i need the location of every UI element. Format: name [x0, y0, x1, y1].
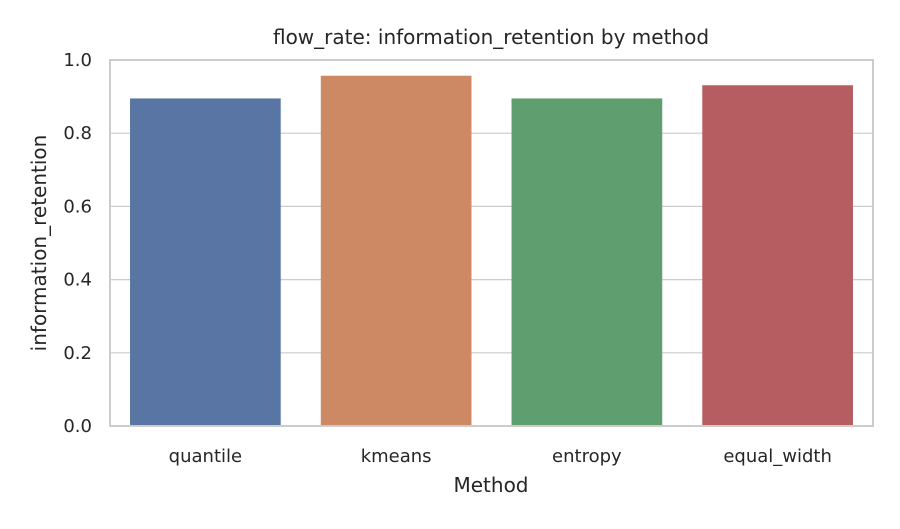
y-tick-label: 0.4 [63, 270, 92, 291]
y-tick-label: 0.2 [63, 343, 92, 364]
x-tick-label: equal_width [723, 446, 832, 467]
bar-equal-width [702, 85, 853, 426]
bar-entropy [511, 98, 663, 427]
y-tick-label: 0.0 [63, 416, 92, 437]
bar-quantile [130, 98, 281, 427]
y-tick-labels: 0.0 0.2 0.4 0.6 0.8 1.0 [63, 50, 92, 437]
x-tick-label: kmeans [361, 446, 432, 467]
plot-frame [109, 59, 874, 427]
bar-kmeans [320, 75, 472, 426]
x-tick-label: quantile [169, 446, 242, 467]
x-tick-labels: quantile kmeans entropy equal_width [169, 446, 832, 467]
y-tick-label: 1.0 [63, 50, 92, 71]
y-tick-label: 0.6 [63, 196, 92, 217]
x-tick-label: entropy [552, 446, 622, 467]
chart-title: flow_rate: information_retention by meth… [273, 25, 709, 49]
y-axis-label: information_retention [27, 135, 51, 352]
y-tick-label: 0.8 [63, 123, 92, 144]
bars [130, 75, 853, 427]
x-axis-label: Method [453, 473, 528, 497]
